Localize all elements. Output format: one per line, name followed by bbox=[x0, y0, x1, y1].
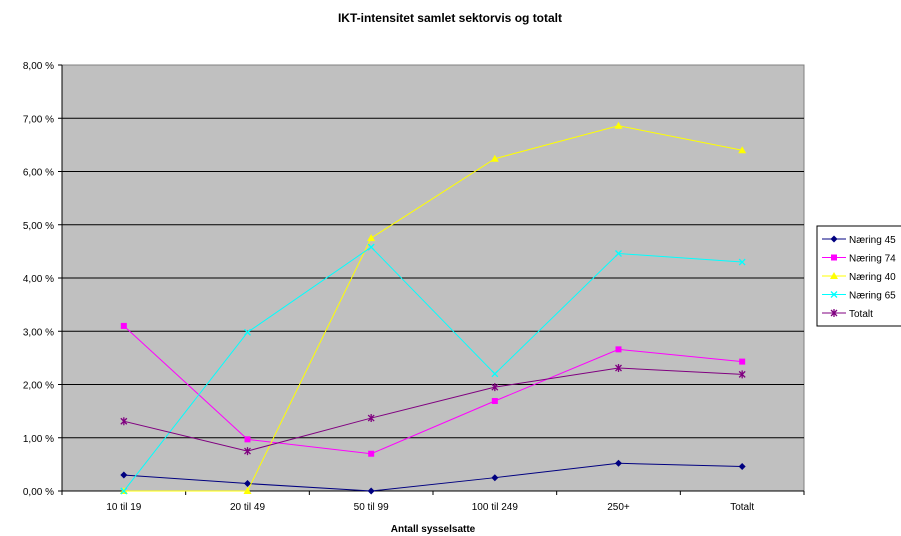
data-point bbox=[738, 146, 747, 154]
data-point bbox=[120, 487, 128, 495]
data-point bbox=[830, 272, 838, 279]
y-tick-label: 2,00 % bbox=[23, 381, 54, 392]
data-point bbox=[244, 328, 251, 336]
series-line bbox=[123, 125, 743, 492]
data-point bbox=[615, 363, 622, 372]
data-point bbox=[614, 121, 623, 129]
series-næring-45 bbox=[120, 459, 746, 495]
data-point bbox=[830, 291, 838, 298]
data-point bbox=[367, 243, 375, 251]
y-axis: 0,00 % 1,00 % 2,00 % 3,00 % 4,00 % 5,00 % 6,00… bbox=[23, 61, 63, 498]
gridlines bbox=[62, 117, 804, 439]
data-point bbox=[244, 436, 251, 443]
x-tick-label: 20 til 49 bbox=[230, 502, 265, 513]
series-layer bbox=[119, 121, 747, 495]
x-axis-label: Antall sysselsatte bbox=[391, 524, 476, 535]
data-point bbox=[367, 414, 375, 423]
data-point bbox=[367, 487, 375, 495]
data-point bbox=[120, 322, 127, 329]
legend-item: Totalt bbox=[822, 309, 873, 320]
x-axis: 10 til 19 20 til 49 50 til 99 100 til 249 25… bbox=[61, 490, 805, 513]
x-tick-label: 250+ bbox=[607, 502, 630, 513]
y-tick-label: 8,00 % bbox=[23, 61, 54, 72]
x-tick-label: 10 til 19 bbox=[106, 502, 141, 513]
data-point bbox=[830, 309, 838, 317]
series-næring-74 bbox=[120, 322, 746, 457]
series-line bbox=[123, 325, 743, 455]
x-tick-label: 50 til 99 bbox=[354, 502, 389, 513]
legend-label: Næring 65 bbox=[849, 291, 896, 302]
x-tick-label: Totalt bbox=[730, 502, 754, 513]
legend-label: Totalt bbox=[849, 309, 873, 320]
series-line bbox=[123, 246, 743, 492]
data-point bbox=[244, 447, 251, 456]
data-point bbox=[120, 417, 128, 426]
data-point bbox=[243, 487, 252, 494]
data-point bbox=[120, 471, 128, 479]
y-tick-label: 5,00 % bbox=[23, 221, 54, 232]
legend-label: Næring 45 bbox=[849, 235, 896, 246]
series-line bbox=[123, 367, 743, 452]
y-tick-label: 1,00 % bbox=[23, 434, 54, 445]
data-point bbox=[739, 358, 746, 365]
data-point bbox=[244, 480, 251, 488]
legend-label: Næring 40 bbox=[849, 272, 896, 283]
x-tick-label: 100 til 249 bbox=[472, 502, 519, 513]
data-point bbox=[830, 235, 838, 243]
data-point bbox=[831, 254, 837, 261]
legend-item: Næring 65 bbox=[822, 291, 896, 302]
series-næring-65 bbox=[120, 243, 746, 495]
y-tick-label: 0,00 % bbox=[23, 487, 54, 498]
data-point bbox=[738, 258, 746, 266]
legend-item: Næring 40 bbox=[822, 272, 896, 283]
data-point bbox=[367, 234, 376, 242]
data-point bbox=[490, 154, 499, 162]
chart-title: IKT-intensitet samlet sektorvis og total… bbox=[338, 11, 562, 25]
y-tick-label: 4,00 % bbox=[23, 274, 54, 285]
data-point bbox=[491, 398, 498, 405]
y-tick-label: 3,00 % bbox=[23, 327, 54, 338]
data-point bbox=[491, 474, 499, 482]
legend-label: Næring 74 bbox=[849, 254, 896, 265]
data-point bbox=[738, 463, 746, 471]
data-point bbox=[615, 459, 622, 467]
legend-item: Næring 74 bbox=[822, 254, 896, 265]
legend: Næring 45 Næring 74 Næring 40 Næring 65 Tota… bbox=[816, 225, 901, 327]
series-totalt bbox=[120, 363, 746, 456]
data-point bbox=[491, 383, 499, 392]
legend-item: Næring 45 bbox=[822, 235, 896, 246]
data-point bbox=[615, 346, 622, 353]
y-tick-label: 7,00 % bbox=[23, 114, 54, 125]
data-point bbox=[491, 370, 499, 378]
y-tick-label: 6,00 % bbox=[23, 168, 54, 179]
data-point bbox=[615, 250, 622, 257]
series-line bbox=[123, 462, 743, 492]
data-point bbox=[368, 450, 375, 457]
data-point bbox=[738, 370, 746, 379]
